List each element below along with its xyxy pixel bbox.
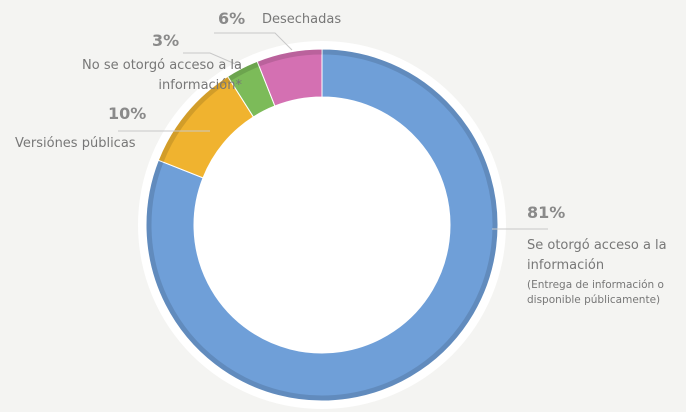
donut-hole (195, 98, 449, 352)
leader-line (214, 32, 293, 51)
leader-line (183, 52, 241, 67)
slice-rim (158, 76, 231, 163)
category-label: Versiónes públicas (15, 136, 136, 151)
annotation: (Entrega de información o disponible púb… (527, 279, 664, 306)
value-label: 3% (152, 31, 180, 50)
value-label: 81% (527, 203, 566, 222)
donut-slice (145, 48, 499, 402)
category-label: Desechadas (262, 12, 342, 27)
slice-rim (146, 49, 498, 401)
category-label: Se otorgó acceso a la información (527, 238, 667, 273)
value-label: 6% (218, 9, 246, 28)
donut-slice (256, 48, 323, 107)
value-label: 10% (108, 104, 147, 123)
category-label: No se otorgó acceso a la información* (82, 58, 242, 93)
slice-rim (257, 49, 323, 67)
